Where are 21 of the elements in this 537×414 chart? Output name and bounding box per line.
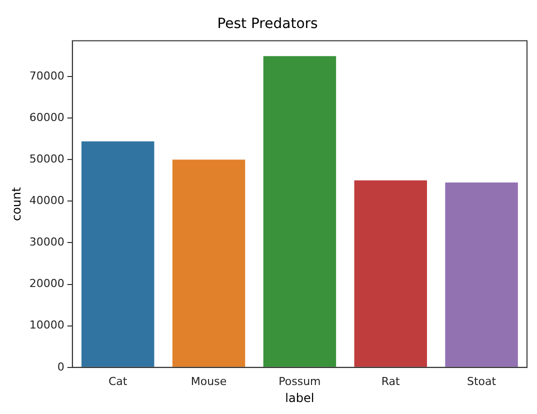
y-tick-label: 0 [57, 360, 64, 374]
x-axis-title: label [285, 390, 314, 405]
y-tick-label: 60000 [29, 110, 64, 124]
x-tick-label: Cat [108, 374, 128, 388]
y-tick-label: 20000 [29, 277, 64, 290]
y-tick-label: 10000 [29, 318, 64, 332]
bar [81, 141, 154, 367]
x-tick-label: Rat [381, 374, 401, 388]
x-tick-label: Mouse [190, 374, 227, 388]
x-tick-label: Stoat [466, 374, 497, 388]
y-tick-label: 40000 [29, 194, 64, 208]
bar [263, 56, 336, 367]
bar [172, 160, 246, 367]
y-tick-label: 50000 [29, 152, 64, 166]
x-tick-label: Possum [278, 374, 321, 388]
bar [354, 180, 427, 367]
y-tick-label: 30000 [29, 236, 64, 249]
chart-title: Pest Predators [217, 16, 318, 32]
y-tick-label: 70000 [29, 69, 64, 82]
y-axis-title: count [9, 186, 24, 222]
bar [445, 182, 518, 367]
